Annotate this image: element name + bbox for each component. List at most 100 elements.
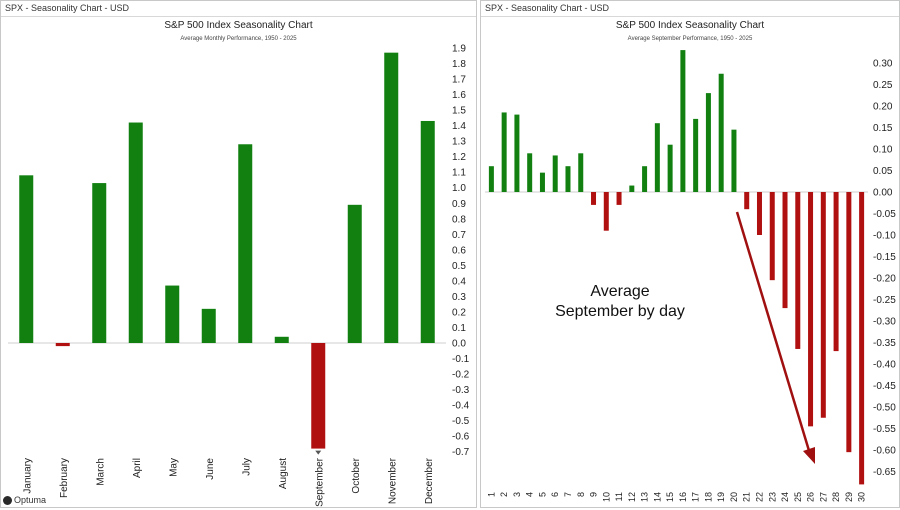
left-y-tick-label: 1.5 [452,106,466,117]
left-y-tick-label: 0.6 [452,245,466,256]
day-tick-label: 3 [512,492,522,497]
day-bar-5 [539,172,545,192]
left-y-tick-label: -0.6 [452,432,470,443]
month-tick-label: January [22,458,33,494]
day-bar-21 [744,192,750,210]
day-bar-1 [488,166,494,192]
day-tick-label: 14 [652,492,662,502]
left-y-tick-label: 0.4 [452,276,466,287]
day-bar-18 [705,93,711,192]
day-bar-20 [731,129,737,192]
left-panel-header: SPX - Seasonality Chart - USD [1,1,476,17]
day-bar-12 [629,185,635,192]
day-bar-6 [552,155,558,192]
month-tick-label: October [351,457,362,493]
right-chart-subtitle: Average September Performance, 1950 - 20… [627,36,753,42]
month-tick-label: May [168,458,179,477]
month-bar-june [201,308,216,343]
right-y-tick-label: 0.20 [873,102,893,113]
day-tick-label: 22 [754,492,764,502]
month-tick-label: February [59,458,70,498]
day-tick-label: 29 [844,492,854,502]
day-tick-label: 26 [806,492,816,502]
right-y-tick-label: -0.05 [873,209,896,220]
right-y-tick-label: 0.25 [873,80,893,91]
left-chart-title: S&P 500 Index Seasonality Chart [164,20,313,31]
left-y-tick-label: 0.7 [452,230,466,241]
day-bar-30 [859,192,865,485]
left-y-tick-label: 0.8 [452,214,466,225]
day-bar-25 [795,192,801,349]
left-y-tick-label: 1.3 [452,137,466,148]
left-y-tick-label: -0.7 [452,447,470,458]
left-y-tick-label: 1.6 [452,90,466,101]
month-bar-november [384,52,399,343]
month-bar-october [347,204,362,343]
day-bar-15 [667,144,673,192]
month-tick-label: June [205,458,216,480]
day-bar-14 [654,123,660,192]
right-y-tick-label: -0.50 [873,403,896,414]
day-bar-7 [565,166,571,192]
right-y-tick-label: -0.10 [873,231,896,242]
right-y-tick-label: 0.10 [873,145,893,156]
day-bar-4 [527,153,533,192]
left-y-tick-label: 1.2 [452,152,466,163]
month-bar-september [311,343,326,449]
day-tick-label: 11 [614,492,624,501]
day-bar-17 [693,118,699,192]
right-y-tick-label: -0.25 [873,295,896,306]
day-tick-label: 10 [601,492,611,502]
left-y-tick-label: 0.3 [452,292,466,303]
left-y-tick-label: 1.1 [452,168,466,179]
september-marker-icon [315,450,322,455]
day-tick-label: 12 [627,492,637,502]
day-bar-28 [833,192,839,352]
day-tick-label: 21 [742,492,752,502]
day-bar-26 [808,192,814,427]
right-y-tick-label: -0.65 [873,467,896,478]
left-y-tick-label: 0.9 [452,199,466,210]
month-bar-march [92,183,107,343]
annotation-line-2: September by day [555,303,685,320]
month-tick-label: April [132,458,143,478]
left-y-tick-label: 0.1 [452,323,466,334]
right-y-tick-label: -0.45 [873,381,896,392]
day-bar-2 [501,112,507,192]
right-panel-header: SPX - Seasonality Chart - USD [481,1,899,17]
right-y-tick-label: -0.55 [873,424,896,435]
left-y-tick-label: 1.8 [452,59,466,70]
day-bar-22 [756,192,762,235]
month-tick-label: November [387,457,398,504]
right-y-tick-label: -0.20 [873,274,896,285]
month-tick-label: December [424,457,435,504]
left-y-tick-label: 1.0 [452,183,466,194]
day-tick-label: 24 [780,492,790,502]
left-y-tick-label: 0.0 [452,339,466,350]
left-y-tick-label: 0.2 [452,307,466,318]
day-tick-label: 5 [537,492,547,497]
right-y-tick-label: -0.30 [873,317,896,328]
day-bar-16 [680,50,686,192]
right-y-tick-label: 0.05 [873,166,893,177]
september-annotation: Average September by day [540,282,700,322]
day-bar-3 [514,114,520,192]
left-y-tick-label: -0.4 [452,401,470,412]
right-chart-title: S&P 500 Index Seasonality Chart [615,20,765,31]
day-bar-9 [591,192,597,205]
day-tick-label: 23 [767,492,777,502]
left-y-tick-label: 0.5 [452,261,466,272]
day-tick-label: 16 [678,492,688,502]
left-y-tick-label: -0.2 [452,370,470,381]
day-tick-label: 6 [550,492,560,497]
day-tick-label: 15 [665,492,675,502]
day-tick-label: 4 [525,492,535,497]
day-tick-label: 7 [563,492,573,497]
right-y-tick-label: -0.60 [873,446,896,457]
day-bar-24 [782,192,788,309]
left-y-tick-label: 1.9 [452,44,466,55]
day-bar-11 [616,192,622,205]
day-bar-19 [718,73,724,192]
left-chart-subtitle: Average Monthly Performance, 1950 - 2025 [180,36,297,42]
